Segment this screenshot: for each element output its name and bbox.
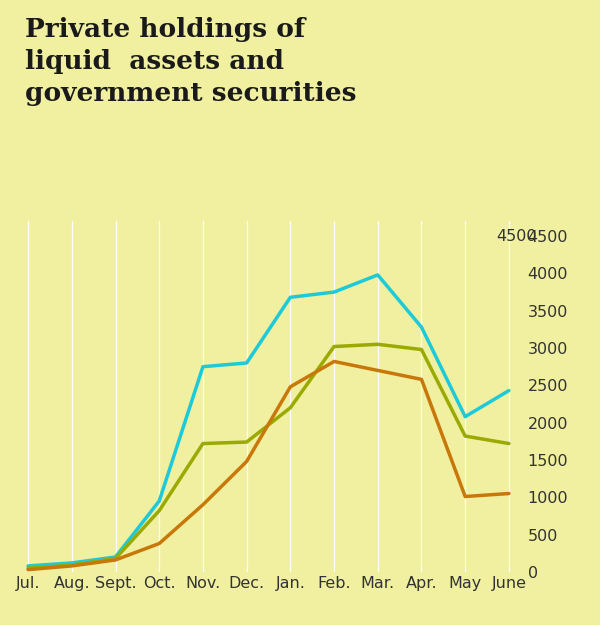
Text: 4500: 4500 <box>497 229 537 244</box>
Text: Private holdings of
liquid  assets and
government securities: Private holdings of liquid assets and go… <box>25 17 356 106</box>
